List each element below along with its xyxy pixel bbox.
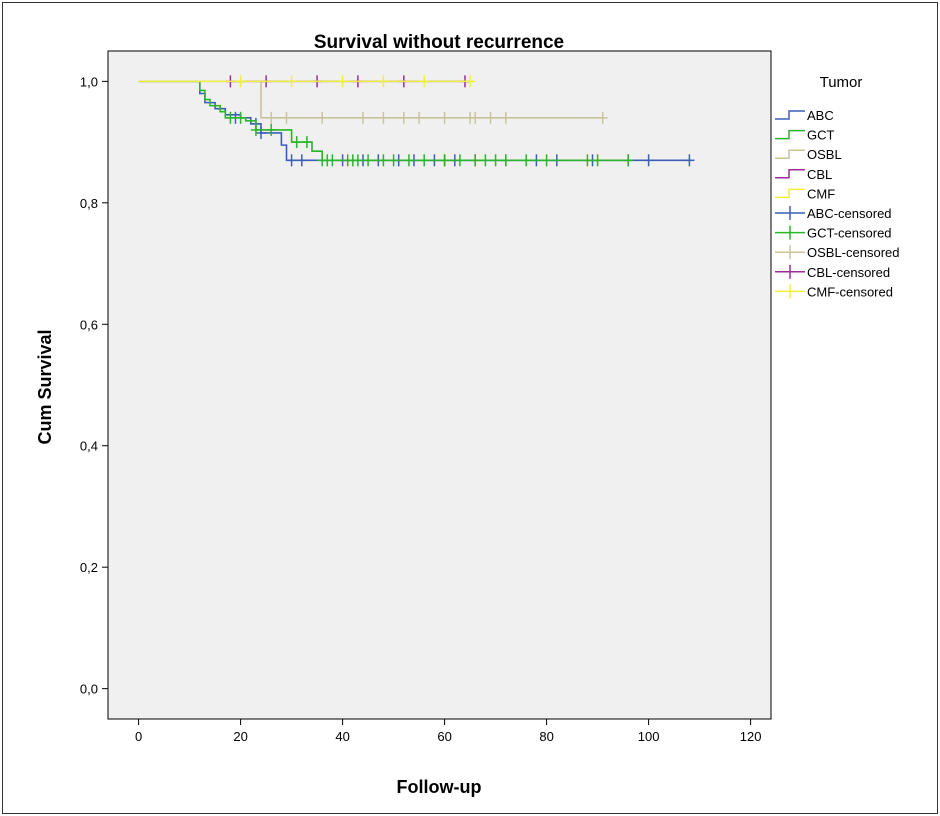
osbl-censor-mark	[597, 111, 608, 124]
gct-censor-mark	[301, 136, 312, 149]
gct-censor-mark	[541, 154, 552, 167]
cmf-censor-mark	[337, 75, 348, 88]
gct-censor-mark	[419, 154, 430, 167]
plot-area	[107, 50, 772, 720]
osbl-censor-mark	[281, 111, 292, 124]
legend-item-gct-censored: GCT-censored	[775, 225, 892, 241]
abc-censor-mark	[684, 154, 695, 167]
gct-censor-mark	[592, 154, 603, 167]
legend-label: OSBL	[807, 147, 842, 162]
abc-censor-mark	[256, 126, 266, 139]
gct-censor-mark	[363, 154, 374, 167]
legend-label: GCT-censored	[807, 226, 892, 241]
legend-label: CMF-censored	[807, 284, 893, 299]
gct-censor-mark	[388, 154, 399, 167]
gct-censor-mark	[500, 154, 511, 167]
abc-censor-mark	[296, 154, 307, 167]
x-tick-label: 120	[740, 729, 762, 744]
osbl-censor-mark	[470, 111, 481, 124]
cmf-censor-mark	[378, 75, 389, 88]
gct-censor-mark	[327, 154, 338, 167]
legend-item-abc-censored: ABC-censored	[775, 206, 892, 221]
gct-censor-mark	[403, 154, 414, 167]
legend-swatch	[775, 110, 805, 120]
gct-censor-mark	[623, 154, 634, 167]
osbl-censor-mark	[266, 111, 277, 124]
gct-censor-mark	[291, 136, 302, 149]
y-tick-label: 0,4	[80, 439, 98, 454]
legend-swatch	[775, 188, 805, 199]
legend-swatch	[775, 169, 805, 179]
legend-title: Tumor	[820, 74, 863, 91]
gct-censor-mark	[378, 154, 389, 167]
gct-censor-mark	[439, 154, 450, 167]
y-tick-label: 0,2	[80, 560, 98, 575]
legend-item-osbl: OSBL	[775, 147, 842, 162]
x-tick-label: 80	[539, 729, 553, 744]
y-tick-label: 1,0	[80, 74, 98, 89]
legend-item-cmf: CMF	[775, 186, 835, 201]
gct-censor-mark	[521, 154, 532, 167]
gct-censor-mark	[480, 154, 491, 167]
legend: Tumor ABC GCT OSBL CBL CMF ABC-censored GCT-ce…	[775, 74, 900, 299]
legend-label: GCT	[807, 128, 835, 143]
gct-survival-curve	[138, 80, 629, 162]
x-tick-label: 20	[233, 729, 247, 744]
osbl-censor-mark	[317, 111, 328, 124]
series-layer	[138, 75, 695, 167]
abc-censor-mark	[643, 154, 654, 167]
gct-censor-mark	[250, 123, 261, 136]
osbl-censor-mark	[500, 111, 511, 124]
cmf-censor-mark	[235, 75, 246, 88]
y-tick-label: 0,8	[80, 196, 98, 211]
legend-swatch	[775, 149, 805, 159]
legend-label: ABC	[807, 108, 834, 123]
legend-label: ABC-censored	[807, 206, 892, 221]
x-tick-label: 60	[437, 729, 451, 744]
x-axis-label: Follow-up	[397, 777, 482, 797]
gct-censor-mark	[225, 111, 236, 124]
gct-censor-mark	[470, 154, 481, 167]
x-tick-label: 100	[638, 729, 660, 744]
x-tick-label: 0	[135, 729, 142, 744]
gct-censor-mark	[266, 123, 277, 136]
legend-item-cbl: CBL	[775, 167, 832, 182]
osbl-censor-mark	[414, 111, 425, 124]
y-tick-label: 0,6	[80, 317, 98, 332]
cmf-censor-mark	[465, 75, 476, 88]
cmf-censor-mark	[286, 75, 297, 88]
gct-censor-mark	[490, 154, 501, 167]
osbl-censor-mark	[358, 111, 368, 124]
y-tick-label: 0,0	[80, 682, 98, 697]
gct-censor-mark	[235, 111, 246, 124]
survival-chart: Survival without recurrence Follow-up Cu…	[35, 32, 900, 797]
legend-item-osbl-censored: OSBL-censored	[775, 245, 900, 260]
gct-censor-mark	[352, 154, 363, 167]
axes: 0 20 40 60 80 100 120 0,0 0,2 0,4 0,6 0,8 1,0	[80, 74, 762, 744]
y-axis-label: Cum Survival	[35, 329, 55, 444]
osbl-censor-mark	[485, 111, 496, 124]
legend-label: CBL-censored	[807, 265, 890, 280]
gct-censor-mark	[582, 154, 593, 167]
legend-item-abc: ABC	[775, 108, 834, 123]
legend-item-cmf-censored: CMF-censored	[775, 284, 893, 299]
osbl-censor-mark	[439, 111, 450, 124]
legend-label: CBL	[807, 167, 832, 182]
legend-label: OSBL-censored	[807, 245, 900, 260]
legend-swatch	[775, 129, 805, 140]
legend-label: CMF	[807, 186, 835, 201]
x-tick-label: 40	[335, 729, 349, 744]
chart-title: Survival without recurrence	[314, 32, 564, 53]
cmf-censor-mark	[419, 75, 430, 88]
osbl-censor-mark	[378, 111, 389, 124]
legend-item-gct: GCT	[775, 128, 835, 143]
abc-censor-mark	[286, 154, 297, 167]
osbl-censor-mark	[398, 111, 409, 124]
legend-item-cbl-censored: CBL-censored	[775, 264, 890, 280]
gct-censor-mark	[454, 154, 465, 167]
